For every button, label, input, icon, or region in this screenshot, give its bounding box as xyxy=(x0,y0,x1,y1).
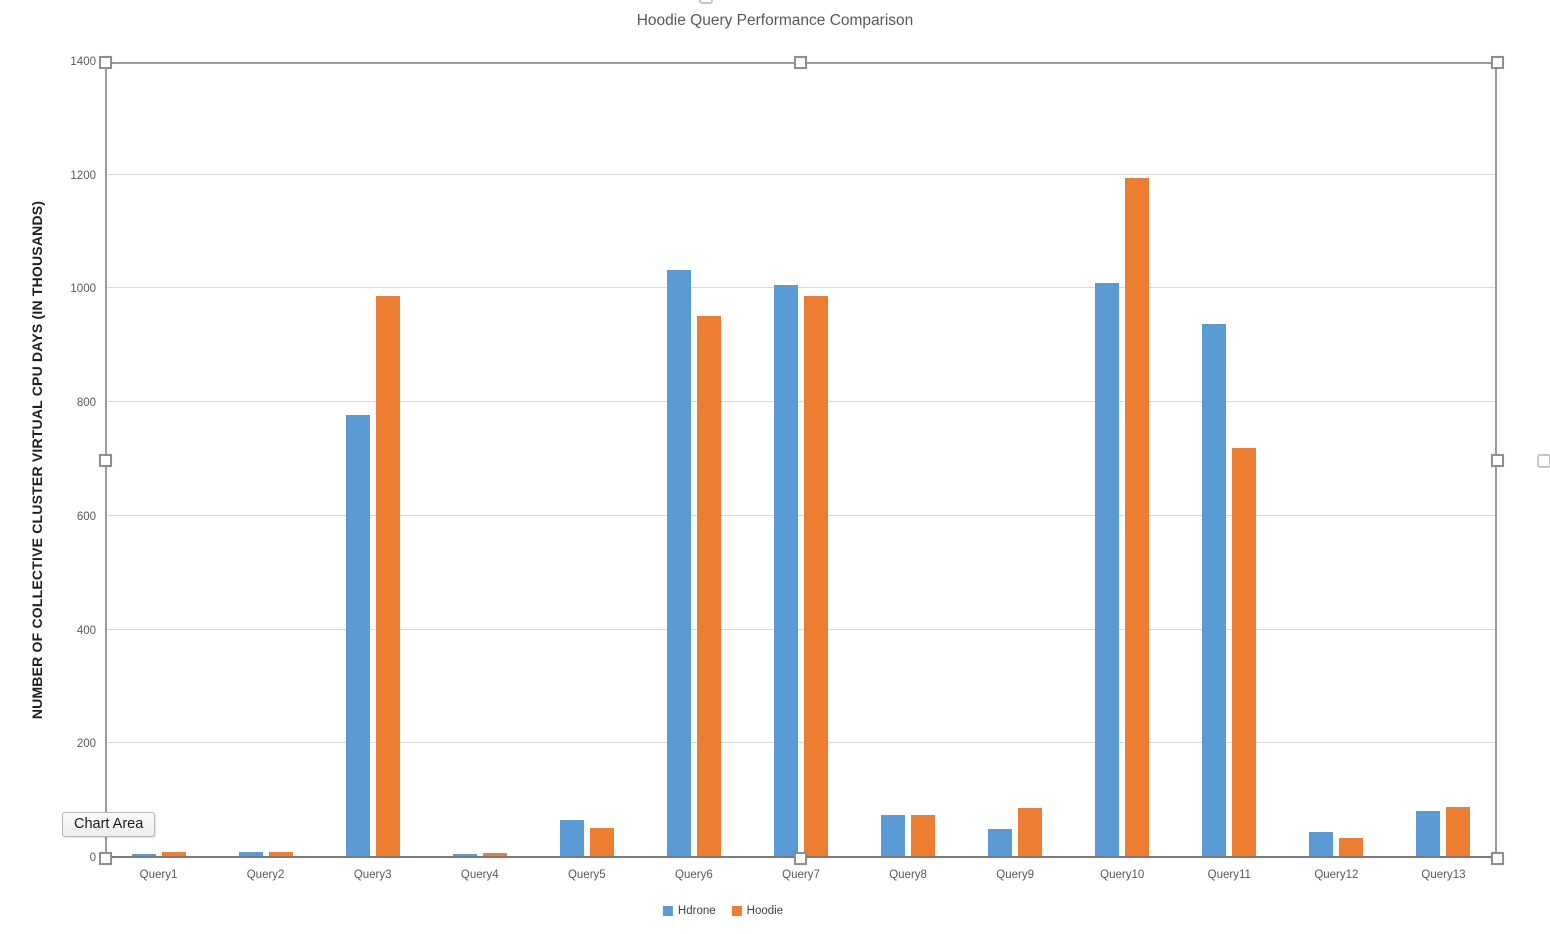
bar-hoodie-query13[interactable] xyxy=(1446,807,1471,856)
x-category-label[interactable]: Query13 xyxy=(1421,869,1466,881)
bar-hdrone-query8[interactable] xyxy=(881,815,906,856)
bar-hoodie-query12[interactable] xyxy=(1339,837,1364,856)
gridline xyxy=(107,628,1495,630)
bar-hoodie-query9[interactable] xyxy=(1018,807,1043,856)
selection-handle-top-center[interactable] xyxy=(794,56,807,69)
legend-swatch-icon xyxy=(731,906,742,916)
gridline xyxy=(107,287,1495,289)
legend-label: Hdrone xyxy=(677,905,716,917)
bar-hdrone-query2[interactable] xyxy=(238,852,263,856)
legend-item-hdrone[interactable]: Hdrone xyxy=(662,905,716,917)
bar-hoodie-query10[interactable] xyxy=(1125,177,1150,856)
selection-handle-middle-left[interactable] xyxy=(99,454,112,467)
bar-hoodie-query7[interactable] xyxy=(804,295,828,856)
plot-area[interactable] xyxy=(105,62,1497,858)
selection-handle-bottom-right[interactable] xyxy=(1491,852,1504,865)
chart-title[interactable]: Hoodie Query Performance Comparison xyxy=(636,12,914,29)
y-tick-label[interactable]: 1000 xyxy=(70,283,96,296)
x-category-label[interactable]: Query8 xyxy=(889,869,927,881)
selection-handle-middle-right[interactable] xyxy=(1491,454,1504,467)
x-category-label[interactable]: Query4 xyxy=(460,869,499,881)
y-tick-label[interactable]: 600 xyxy=(76,510,96,523)
bar-hoodie-query6[interactable] xyxy=(696,315,721,856)
gridline xyxy=(107,742,1495,744)
bar-hdrone-query6[interactable] xyxy=(666,270,691,856)
x-category-label[interactable]: Query10 xyxy=(1100,869,1145,881)
bar-hdrone-query9[interactable] xyxy=(988,828,1013,856)
selection-handle-top-right[interactable] xyxy=(1491,56,1504,69)
y-axis-title[interactable]: NUMBER OF COLLECTIVE CLUSTER VIRTUAL CPU… xyxy=(29,200,45,720)
legend[interactable]: Hdrone Hoodie xyxy=(662,905,784,917)
x-category-label[interactable]: Query6 xyxy=(675,869,713,881)
bar-hoodie-query8[interactable] xyxy=(911,814,936,856)
bar-hdrone-query5[interactable] xyxy=(559,820,584,856)
chart-frame-handle-top[interactable] xyxy=(699,0,713,4)
selection-handle-bottom-center[interactable] xyxy=(794,852,807,865)
bar-hoodie-query1[interactable] xyxy=(161,852,186,856)
bar-hoodie-query2[interactable] xyxy=(268,852,293,856)
gridline xyxy=(107,173,1495,175)
y-tick-label[interactable]: 800 xyxy=(76,397,96,410)
gridline xyxy=(107,401,1495,403)
y-tick-label[interactable]: 200 xyxy=(76,738,96,751)
bar-hdrone-query1[interactable] xyxy=(131,853,156,856)
bar-hdrone-query3[interactable] xyxy=(345,415,370,856)
bar-hoodie-query11[interactable] xyxy=(1232,447,1257,856)
x-category-label[interactable]: Query12 xyxy=(1314,869,1359,881)
y-tick-label[interactable]: 0 xyxy=(89,852,96,864)
bar-hoodie-query4[interactable] xyxy=(482,853,507,856)
y-tick-label[interactable]: 1200 xyxy=(70,169,96,182)
gridline xyxy=(107,514,1495,516)
selection-handle-top-left[interactable] xyxy=(99,56,112,69)
x-category-label[interactable]: Query3 xyxy=(353,869,392,881)
x-category-label[interactable]: Query11 xyxy=(1207,869,1251,881)
legend-label: Hoodie xyxy=(746,905,784,917)
legend-item-hoodie[interactable]: Hoodie xyxy=(731,905,784,917)
bar-hoodie-query5[interactable] xyxy=(589,827,614,856)
bar-hdrone-query13[interactable] xyxy=(1416,810,1441,856)
x-category-label[interactable]: Query2 xyxy=(246,869,285,881)
x-category-label[interactable]: Query5 xyxy=(567,869,606,881)
selection-handle-bottom-left[interactable] xyxy=(99,852,112,865)
bar-hdrone-query12[interactable] xyxy=(1309,832,1334,856)
bar-hdrone-query10[interactable] xyxy=(1095,282,1120,856)
bar-hdrone-query4[interactable] xyxy=(452,853,477,856)
chart-frame-handle-right[interactable] xyxy=(1537,454,1550,468)
y-tick-label[interactable]: 1400 xyxy=(70,56,96,68)
bar-hdrone-query11[interactable] xyxy=(1202,324,1227,856)
x-category-label[interactable]: Query7 xyxy=(782,869,820,881)
x-category-label[interactable]: Query9 xyxy=(996,869,1034,881)
x-category-label[interactable]: Query1 xyxy=(139,869,178,881)
bar-hdrone-query7[interactable] xyxy=(774,284,798,856)
y-tick-label[interactable]: 400 xyxy=(76,624,96,637)
chart-area-tooltip: Chart Area xyxy=(62,812,156,837)
legend-swatch-icon xyxy=(662,906,673,916)
bar-hoodie-query3[interactable] xyxy=(375,295,400,856)
